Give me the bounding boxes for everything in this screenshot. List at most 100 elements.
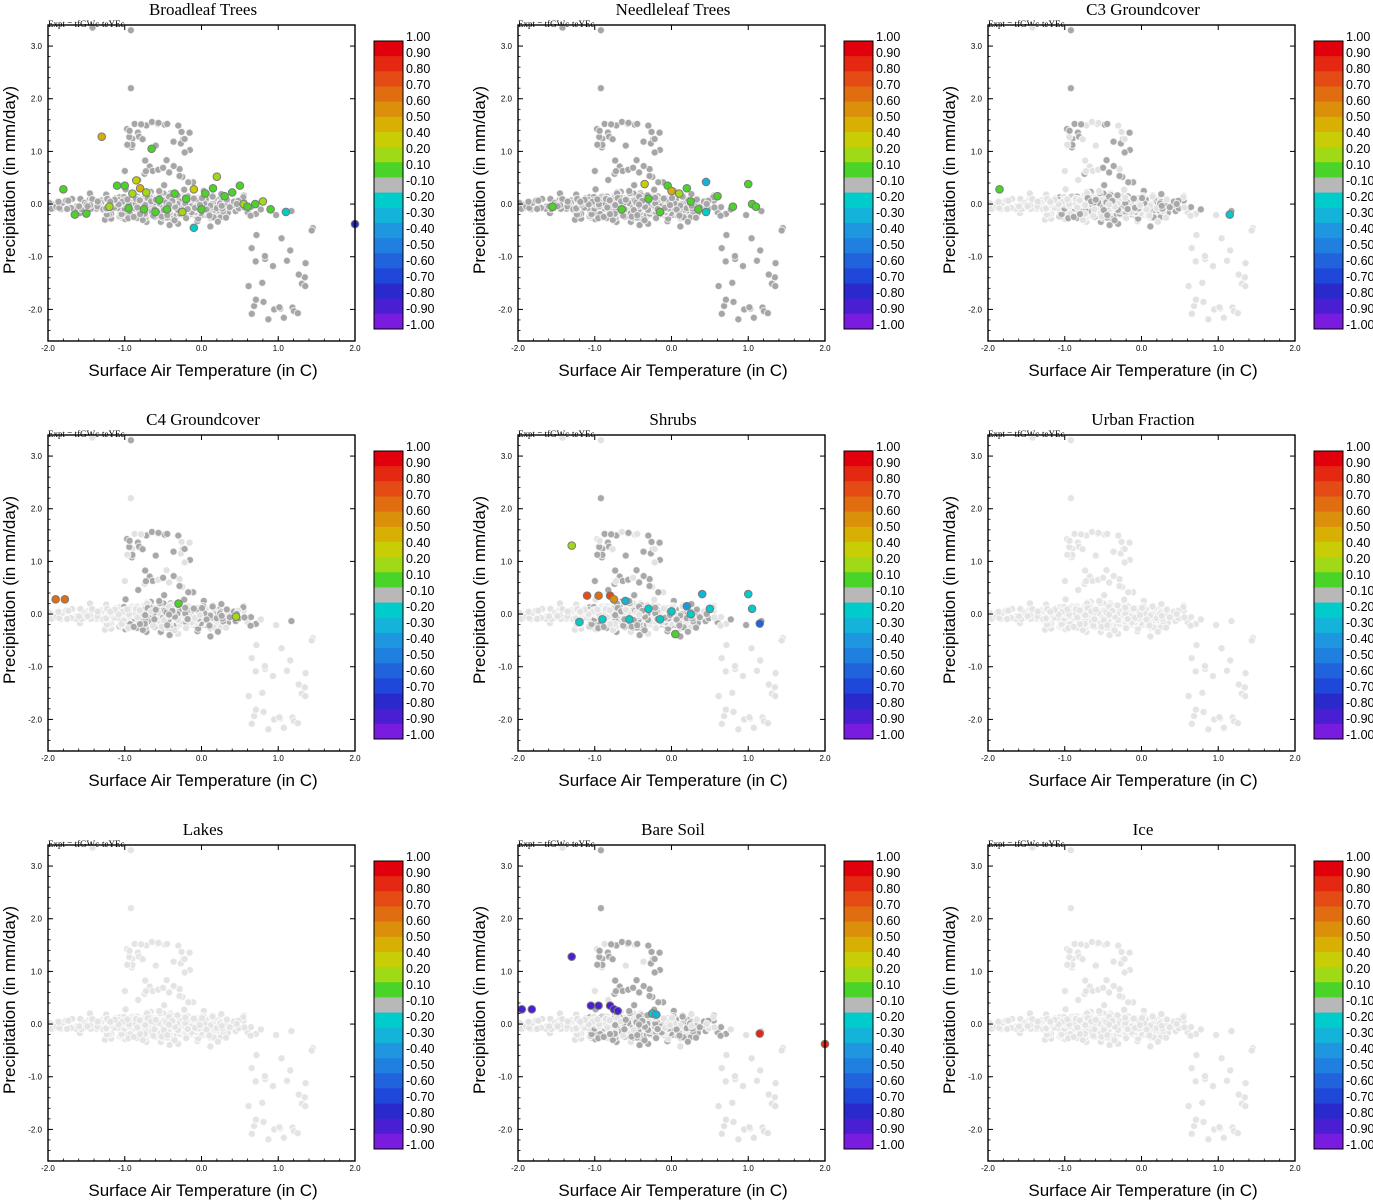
data-point (721, 295, 731, 304)
colorbar-label: 0.10 (1346, 568, 1370, 582)
data-point (721, 257, 730, 266)
data-point (650, 185, 659, 194)
x-axis-label: Surface Air Temperature (in C) (88, 361, 317, 380)
data-point (605, 196, 614, 205)
data-point (1091, 141, 1100, 150)
data-point (83, 202, 92, 211)
data-point (752, 256, 762, 265)
data-point (83, 612, 92, 621)
colored-data-point (655, 615, 665, 624)
colorbar-label: 0.40 (876, 536, 900, 550)
data-point (611, 167, 621, 176)
colorbar-label: 0.50 (1346, 520, 1370, 534)
colored-data-point (682, 183, 692, 193)
data-point (54, 607, 63, 616)
data-point (259, 297, 268, 307)
colorbar-segment (1314, 678, 1343, 694)
y-tick-label: 1.0 (971, 557, 983, 566)
data-point (603, 203, 612, 212)
colored-data-point (624, 615, 634, 624)
colorbar-label: -0.20 (1346, 600, 1373, 614)
data-point (1121, 623, 1131, 633)
data-point (634, 200, 644, 209)
colorbar-segment (1314, 557, 1343, 573)
data-point (282, 256, 292, 265)
data-point (264, 725, 273, 734)
colored-data-point (655, 207, 665, 217)
y-axis-label: Precipitation (in mm/day) (470, 86, 489, 274)
colorbar-label: -0.70 (1346, 680, 1373, 694)
data-point (655, 538, 664, 547)
data-point (593, 605, 602, 614)
colorbar-label: 0.80 (876, 472, 900, 486)
data-point (217, 599, 226, 609)
data-point (162, 156, 171, 165)
data-point (160, 181, 169, 190)
data-point (633, 621, 642, 630)
data-point (259, 707, 268, 717)
colored-data-point (567, 541, 577, 550)
x-tick-label: -2.0 (981, 754, 995, 763)
data-point (175, 171, 184, 181)
colorbar-segment (374, 283, 403, 300)
data-point (221, 623, 231, 632)
colorbar-frame (843, 40, 874, 330)
data-point (1100, 591, 1109, 600)
data-point (88, 435, 97, 442)
data-point (1215, 713, 1224, 722)
data-point (771, 669, 780, 678)
data-point (1148, 192, 1157, 201)
data-point (185, 128, 194, 137)
data-point (181, 603, 190, 612)
y-tick-label: 3.0 (31, 452, 43, 461)
data-point (88, 25, 97, 32)
data-point (1104, 168, 1114, 177)
data-point (1078, 135, 1087, 144)
data-point (738, 261, 748, 271)
colorbar-segment (1314, 648, 1343, 664)
data-point (1137, 603, 1147, 613)
colorbar-label: -0.20 (406, 190, 435, 204)
y-tick-label: -1.0 (498, 253, 512, 262)
data-point (747, 234, 756, 243)
data-point (651, 603, 660, 612)
colorbar-label: 0.20 (406, 552, 430, 566)
x-tick-label: 0.0 (666, 344, 678, 353)
colorbar-segment (844, 678, 873, 694)
data-point (181, 213, 191, 223)
data-point (1076, 120, 1086, 129)
data-point (1192, 640, 1201, 650)
data-point (1135, 200, 1145, 210)
colorbar-label: -0.50 (406, 648, 435, 662)
x-axis-label: Surface Air Temperature (in C) (558, 361, 787, 380)
data-point (246, 211, 255, 220)
data-point (205, 211, 214, 220)
colorbar-segment (1314, 207, 1343, 224)
colored-data-point (644, 604, 653, 614)
data-point (532, 614, 542, 624)
colorbar-segment (1314, 147, 1343, 163)
data-point (524, 607, 533, 616)
data-point (74, 612, 84, 621)
colorbar-segment (374, 192, 403, 209)
colored-data-point (258, 197, 268, 206)
data-point (1196, 205, 1205, 214)
data-point (1066, 436, 1076, 445)
colorbar-segment (844, 587, 873, 603)
colorbar-segment (1314, 541, 1343, 558)
colorbar-label: 0.40 (406, 126, 430, 140)
colorbar-segment (844, 496, 873, 513)
colored-data-point (667, 186, 676, 196)
colored-data-point (162, 205, 172, 214)
data-point (1103, 621, 1112, 630)
data-point (1102, 566, 1111, 575)
data-point (1090, 615, 1099, 624)
colorbar-label: -0.60 (1346, 254, 1373, 268)
colorbar-segment (844, 283, 873, 300)
data-point (271, 620, 281, 630)
data-point (1091, 195, 1100, 204)
colored-data-point (617, 205, 626, 214)
data-point (1191, 667, 1200, 676)
colorbar-label: -1.00 (1346, 728, 1373, 742)
data-point (596, 26, 606, 35)
